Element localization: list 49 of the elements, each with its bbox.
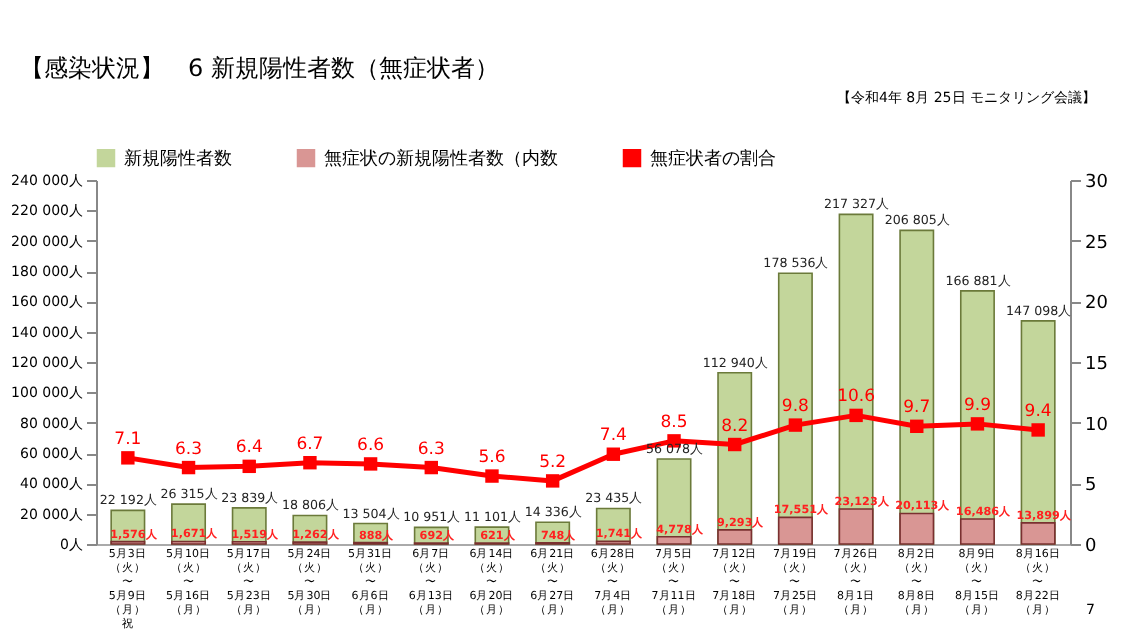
point	[849, 408, 863, 423]
data-label: 6.7	[296, 434, 324, 455]
bar	[717, 529, 753, 545]
legend-label: 無症状の新規陽性者数（内数	[324, 148, 558, 171]
chart-title: 【感染状況】 6 新規陽性者数（無症状者）	[20, 54, 500, 82]
point	[545, 474, 560, 488]
point	[970, 417, 985, 431]
point	[485, 469, 499, 483]
point	[910, 419, 924, 434]
y2-tick-label: 20	[1085, 294, 1109, 315]
data-label: 7.1	[114, 429, 142, 450]
bar	[1020, 522, 1056, 545]
data-label: 9.9	[963, 395, 991, 416]
point	[181, 460, 196, 475]
data-label: 5.2	[539, 452, 567, 473]
bar	[899, 512, 935, 545]
bar	[838, 508, 874, 545]
bar	[656, 535, 692, 545]
data-label: 10.6	[837, 387, 876, 408]
legend-label: 新規陽性者数	[124, 148, 232, 171]
data-label: 9.8	[781, 397, 809, 418]
y2-tick-label: 10	[1085, 415, 1109, 436]
data-label: 7.4	[599, 426, 627, 447]
y2-tick-label: 5	[1085, 476, 1097, 497]
data-label: 6.3	[175, 439, 203, 460]
y2-tick-label: 0	[1085, 537, 1097, 557]
point	[606, 447, 621, 461]
point	[728, 437, 742, 452]
point	[363, 457, 378, 471]
point	[242, 459, 256, 474]
data-label: 9.7	[903, 398, 931, 419]
legend-label: 無症状者の割合	[650, 148, 776, 171]
point	[788, 418, 803, 432]
point	[303, 456, 317, 470]
data-label: 9.4	[1024, 401, 1052, 422]
data-label: 6.4	[235, 438, 263, 459]
y2-tick-label: 25	[1085, 233, 1108, 254]
data-label: 8.2	[721, 416, 749, 437]
y2-tick-label: 30	[1085, 173, 1109, 193]
point	[121, 451, 135, 465]
bar	[777, 516, 813, 545]
point	[1031, 423, 1045, 437]
point	[424, 460, 438, 475]
data-label: 6.3	[417, 439, 445, 460]
bar	[959, 518, 995, 545]
data-label: 8.5	[660, 412, 688, 433]
data-label: 6.6	[357, 435, 385, 456]
data-label: 5.6	[478, 448, 506, 469]
y2-tick-label: 15	[1085, 355, 1108, 375]
